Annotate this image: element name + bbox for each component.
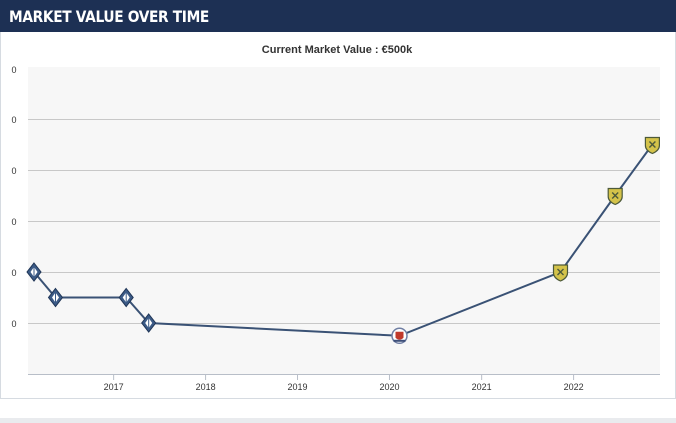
round-crest-icon bbox=[391, 327, 408, 345]
diamond-crest-icon bbox=[47, 287, 64, 308]
y-tick-label: 0 bbox=[11, 166, 16, 176]
x-tick-label: 2022 bbox=[564, 382, 584, 392]
grid-lines bbox=[28, 119, 660, 375]
widget-title: MARKET VALUE OVER TIME bbox=[9, 7, 209, 26]
chart-container: Current Market Value : €500k 0 0 0 0 0 0 2017… bbox=[0, 32, 676, 398]
x-tick-label: 2020 bbox=[379, 382, 399, 392]
y-tick-label: 0 bbox=[11, 115, 16, 125]
crest-shape bbox=[644, 136, 661, 155]
crest-shape bbox=[607, 187, 623, 206]
crest-inner bbox=[395, 331, 404, 340]
shield-crest-icon bbox=[607, 187, 623, 206]
y-tick-label: 0 bbox=[11, 319, 16, 329]
crest-stripe bbox=[393, 339, 406, 342]
x-tick-label: 2019 bbox=[288, 382, 308, 392]
y-tick-label: 0 bbox=[11, 268, 16, 278]
diamond-crest-icon bbox=[26, 262, 42, 282]
series-line bbox=[33, 143, 654, 337]
diamond-crest-icon bbox=[118, 287, 134, 308]
diamond-crest-icon bbox=[141, 313, 157, 333]
widget-header: MARKET VALUE OVER TIME bbox=[0, 0, 676, 32]
value-line bbox=[33, 143, 654, 337]
x-tick-label: 2017 bbox=[104, 382, 124, 392]
x-tick-label: 2021 bbox=[472, 382, 492, 392]
plot-area bbox=[28, 67, 660, 374]
footer-bar bbox=[0, 418, 676, 423]
shield-crest-icon bbox=[644, 136, 661, 155]
shield-crest-icon bbox=[552, 264, 569, 282]
footer-divider bbox=[0, 398, 676, 399]
crest-inner bbox=[611, 192, 619, 199]
y-tick-label: 0 bbox=[11, 217, 16, 227]
y-axis-ticks: 0 0 0 0 0 0 bbox=[11, 65, 16, 329]
crest-inner bbox=[648, 141, 656, 148]
crest-inner bbox=[557, 268, 564, 276]
y-tick-label: 0 bbox=[11, 65, 16, 75]
market-value-chart: Current Market Value : €500k 0 0 0 0 0 0 2017… bbox=[11, 44, 661, 392]
x-axis: 2017 2018 2019 2020 2021 2022 bbox=[104, 374, 584, 392]
chart-title: Current Market Value : €500k bbox=[262, 44, 413, 56]
crest-shape bbox=[552, 264, 569, 282]
series-markers bbox=[26, 136, 661, 345]
x-tick-label: 2018 bbox=[196, 382, 216, 392]
